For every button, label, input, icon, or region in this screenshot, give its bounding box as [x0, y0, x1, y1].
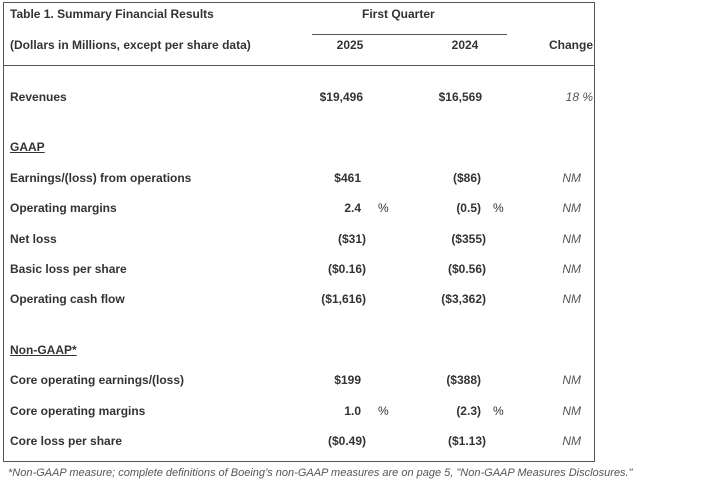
row-label: Basic loss per share: [10, 262, 127, 276]
value-2024: (2.3): [456, 404, 481, 418]
value-2025: ($31): [337, 232, 366, 246]
change-value: NM: [562, 292, 581, 306]
change-value: NM: [562, 201, 581, 215]
value-2024: (0.5): [456, 201, 481, 215]
row-label: Operating cash flow: [10, 292, 125, 306]
percent-2025: %: [378, 404, 389, 418]
value-2024: ($1.13): [447, 434, 486, 448]
change-value: NM: [562, 171, 581, 185]
revenues-2025: $19,496: [319, 90, 363, 104]
revenues-label: Revenues: [10, 90, 67, 104]
change-value: NM: [562, 232, 581, 246]
change-value: NM: [562, 262, 581, 276]
value-2025: $461: [334, 171, 361, 185]
percent-2024: %: [493, 201, 504, 215]
period-underline: [312, 34, 507, 35]
value-2024: ($388): [446, 373, 481, 387]
revenues-2024: $16,569: [438, 90, 482, 104]
row-label: Core loss per share: [10, 434, 123, 448]
row-label: Operating margins: [10, 201, 117, 215]
value-2025: 1.0: [344, 404, 361, 418]
value-2025: 2.4: [344, 201, 361, 215]
column-header-change: Change: [548, 38, 593, 52]
value-2024: ($86): [452, 171, 481, 185]
table-title: Table 1. Summary Financial Results: [10, 7, 214, 21]
percent-2024: %: [493, 404, 504, 418]
footnote: *Non-GAAP measure; complete definitions …: [8, 467, 633, 479]
revenues-change: 18 %: [565, 90, 593, 104]
change-value: NM: [562, 373, 581, 387]
row-label: Earnings/(loss) from operations: [10, 171, 192, 185]
value-2024: ($3,362): [441, 292, 486, 306]
value-2025: ($0.16): [327, 262, 366, 276]
header-divider: [3, 65, 595, 66]
value-2025: ($1,616): [321, 292, 366, 306]
row-label: Core operating earnings/(loss): [10, 373, 185, 387]
value-2025: ($0.49): [327, 434, 366, 448]
gaap-section-label: GAAP: [10, 140, 45, 154]
row-label: Net loss: [10, 232, 57, 246]
financial-table-frame: [3, 2, 595, 462]
percent-2025: %: [378, 201, 389, 215]
column-header-2024: 2024: [451, 38, 479, 52]
period-header: First Quarter: [362, 7, 435, 21]
value-2025: $199: [334, 373, 361, 387]
row-label: Core operating margins: [10, 404, 146, 418]
change-value: NM: [562, 404, 581, 418]
value-2024: ($0.56): [447, 262, 486, 276]
column-header-2025: 2025: [336, 38, 364, 52]
table-subtitle: (Dollars in Millions, except per share d…: [10, 38, 251, 52]
change-value: NM: [562, 434, 581, 448]
value-2024: ($355): [451, 232, 486, 246]
nongaap-section-label: Non-GAAP*: [10, 343, 77, 357]
